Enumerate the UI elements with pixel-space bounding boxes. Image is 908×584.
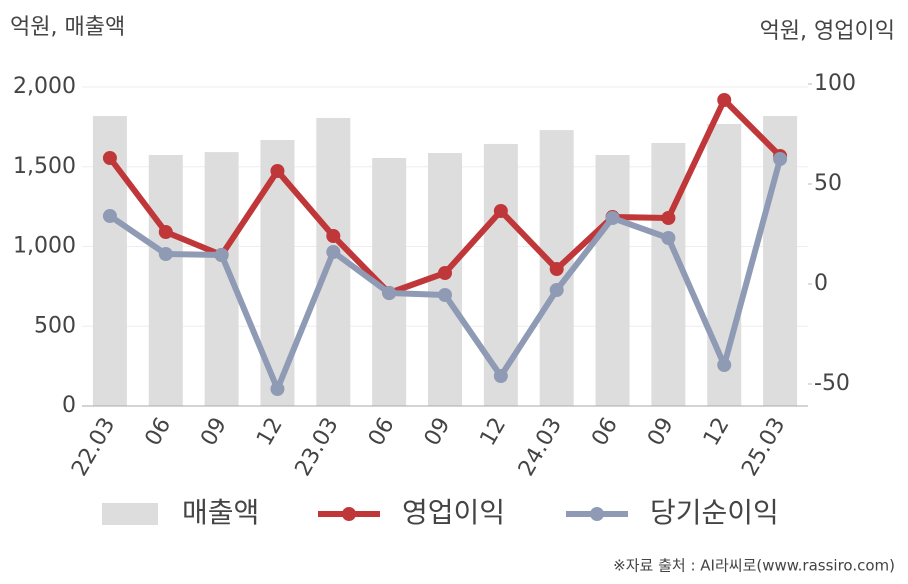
- point: [326, 229, 341, 243]
- legend-label: 당기순이익: [650, 496, 779, 529]
- bar: [595, 154, 630, 406]
- x-tick-label: 06: [364, 414, 400, 451]
- legend-swatch: [102, 503, 158, 525]
- point: [102, 151, 117, 165]
- legend-swatch: [590, 507, 604, 521]
- y2-tick-label: 50: [814, 171, 842, 196]
- x-tick-label: 06: [587, 414, 623, 451]
- point: [158, 247, 173, 261]
- point: [717, 358, 732, 372]
- point: [214, 248, 229, 262]
- y2-tick-label: 100: [814, 71, 856, 96]
- y-tick-label: 2,000: [13, 74, 76, 99]
- y-tick-label: 1,500: [13, 154, 76, 179]
- y-tick-label: 500: [34, 313, 76, 338]
- point: [270, 164, 285, 178]
- point: [382, 286, 397, 300]
- point: [326, 245, 341, 259]
- source: ※자료 출처 : AI라씨로(www.rassiro.com): [613, 557, 895, 575]
- x-tick-label: 23.03: [291, 414, 344, 481]
- x-tick-label: 12: [252, 414, 288, 451]
- point: [438, 288, 452, 302]
- point: [493, 204, 508, 218]
- point: [661, 211, 676, 225]
- bar: [148, 154, 183, 406]
- legend-label: 매출액: [182, 496, 259, 529]
- y-tick-label: 0: [62, 393, 76, 418]
- point: [605, 211, 620, 225]
- x-tick-label: 09: [420, 414, 456, 451]
- y2-tick-label: 0: [814, 271, 828, 296]
- point: [158, 225, 173, 239]
- x-tick-label: 25.03: [737, 414, 790, 481]
- x-tick-label: 09: [196, 414, 232, 451]
- x-tick-label: 12: [476, 414, 512, 451]
- point: [717, 93, 732, 107]
- y-tick-label: 1,000: [13, 234, 76, 259]
- point: [549, 262, 564, 276]
- point: [549, 283, 564, 297]
- point: [102, 209, 117, 223]
- x-tick-label: 09: [643, 414, 679, 451]
- point: [493, 369, 508, 383]
- x-tick-label: 06: [141, 414, 177, 451]
- x-tick-label: 24.03: [514, 414, 567, 481]
- point: [773, 152, 788, 166]
- left-unit: 억원, 매출액: [10, 15, 125, 40]
- legend-swatch: [342, 507, 356, 521]
- point: [270, 382, 285, 396]
- legend-label: 영업이익: [402, 496, 505, 529]
- y2-tick-label: -50: [814, 371, 850, 396]
- x-tick-label: 12: [699, 414, 735, 451]
- right-unit: 억원, 영업이익: [760, 19, 895, 44]
- point: [661, 231, 676, 245]
- bar: [483, 143, 518, 406]
- point: [438, 266, 452, 280]
- x-tick-label: 22.03: [67, 414, 120, 481]
- bar: [651, 142, 686, 406]
